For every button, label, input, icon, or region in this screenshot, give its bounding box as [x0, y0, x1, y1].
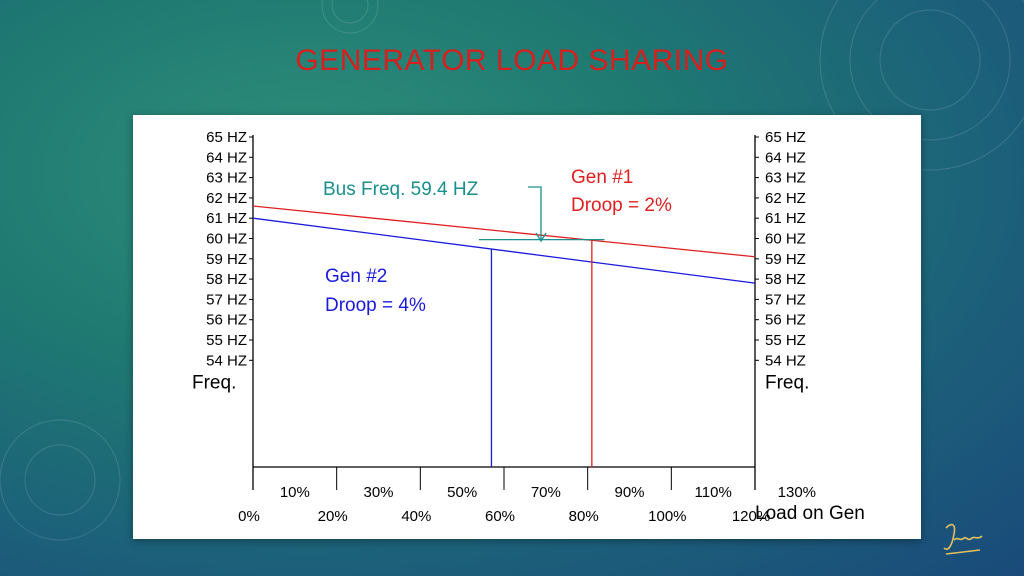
y-tick-label-right: 64 HZ [765, 149, 806, 166]
y-tick-label-left: 59 HZ [206, 251, 247, 268]
signature-logo [943, 523, 983, 555]
x-tick-label-upper: 10% [280, 484, 310, 501]
y-tick-label-left: 63 HZ [206, 170, 247, 187]
x-tick-label-lower: 40% [401, 508, 431, 525]
y-tick-label-right: 55 HZ [765, 332, 806, 349]
y-tick-label-left: 57 HZ [206, 291, 247, 308]
x-tick-label-lower: 0% [238, 508, 260, 525]
y-tick-label-left: 60 HZ [206, 231, 247, 248]
slide-title: GENERATOR LOAD SHARING [295, 44, 729, 77]
y-tick-label-right: 56 HZ [765, 312, 806, 329]
y-tick-label-right: 58 HZ [765, 271, 806, 288]
y-tick-label-left: 54 HZ [206, 352, 247, 369]
gen1-droop-line [252, 205, 756, 258]
y-tick-label-right: 60 HZ [765, 231, 806, 248]
gen1-droop-label: Droop = 2% [571, 195, 672, 216]
y-tick-label-left: 65 HZ [206, 129, 247, 146]
x-tick-label-lower: 60% [485, 508, 515, 525]
y-tick-label-right: 63 HZ [765, 170, 806, 187]
y-tick-label-right: 57 HZ [765, 291, 806, 308]
y-tick-label-left: 55 HZ [206, 332, 247, 349]
bus-frequency-pointer [528, 186, 547, 243]
gen2-label: Gen #2 [325, 266, 387, 287]
y-axis-label-right: Freq. [765, 372, 809, 393]
y-tick-label-left: 58 HZ [206, 271, 247, 288]
x-tick-label-upper: 90% [614, 484, 644, 501]
load-sharing-chart: 54 HZ 54 HZ 55 HZ 55 HZ 56 HZ 56 HZ 57 HZ 57 HZ… [192, 129, 865, 525]
y-tick-label-right: 62 HZ [765, 190, 806, 207]
x-tick-label-upper: 70% [531, 484, 561, 501]
y-tick-label-right: 59 HZ [765, 251, 806, 268]
x-tick-label-lower: 120% [732, 508, 770, 525]
x-tick-label-upper: 30% [363, 484, 393, 501]
bus-frequency-label: Bus Freq. 59.4 HZ [323, 179, 479, 200]
y-tick-label-left: 61 HZ [206, 210, 247, 227]
y-tick-label-left: 62 HZ [206, 190, 247, 207]
x-tick-label-upper: 130% [778, 484, 816, 501]
gen2-droop-label: Droop = 4% [325, 295, 426, 316]
y-tick-label-right: 65 HZ [765, 129, 806, 146]
y-axis-label-left: Freq. [192, 372, 236, 393]
y-tick-label-right: 54 HZ [765, 352, 806, 369]
x-tick-label-upper: 50% [447, 484, 477, 501]
x-tick-label-lower: 20% [318, 508, 348, 525]
y-tick-label-left: 64 HZ [206, 149, 247, 166]
gen1-label: Gen #1 [571, 167, 633, 188]
y-tick-label-left: 56 HZ [206, 312, 247, 329]
x-tick-label-lower: 80% [569, 508, 599, 525]
x-tick-label-lower: 100% [648, 508, 686, 525]
x-axis-label: Load on Gen [755, 503, 865, 524]
gen2-droop-line [252, 217, 756, 284]
x-tick-label-upper: 110% [695, 484, 732, 501]
chart-panel: 54 HZ 54 HZ 55 HZ 55 HZ 56 HZ 56 HZ 57 HZ 57 HZ… [133, 115, 921, 539]
y-tick-label-right: 61 HZ [765, 210, 806, 227]
